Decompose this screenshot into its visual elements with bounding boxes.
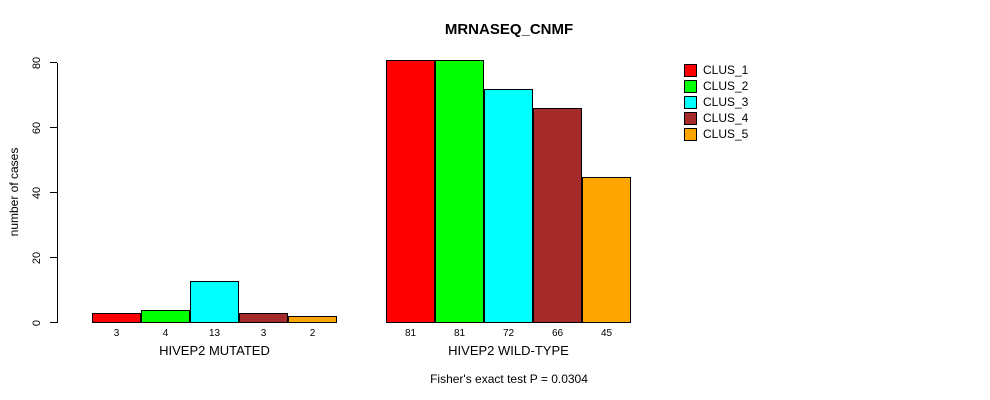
bar-CLUS_3-group1 — [190, 281, 239, 323]
bar-CLUS_2-group1 — [141, 310, 190, 323]
caption: Fisher's exact test P = 0.0304 — [430, 372, 588, 386]
legend-swatch — [684, 79, 697, 93]
y-axis-tick — [50, 127, 57, 128]
legend-swatch — [684, 63, 697, 77]
y-axis-tick-label: 0 — [31, 319, 43, 327]
legend-label: CLUS_3 — [703, 95, 749, 109]
bar-CLUS_4-group1 — [239, 313, 288, 323]
y-axis-tick-label: 20 — [31, 251, 43, 265]
legend-item-CLUS_2: CLUS_2 — [684, 78, 748, 94]
y-axis-label: number of cases — [7, 147, 21, 237]
y-axis-tick-label: 80 — [31, 56, 43, 70]
legend-label: CLUS_5 — [703, 127, 749, 141]
bar-value-label: 45 — [600, 328, 613, 339]
bar-value-label: 81 — [453, 328, 466, 339]
bar-CLUS_2-group2 — [435, 60, 484, 323]
bar-CLUS_3-group2 — [484, 89, 533, 323]
legend-item-CLUS_5: CLUS_5 — [684, 126, 748, 142]
legend-item-CLUS_3: CLUS_3 — [684, 94, 748, 110]
bar-CLUS_5-group1 — [288, 316, 337, 323]
group-label: HIVEP2 MUTATED — [159, 343, 270, 358]
legend-item-CLUS_4: CLUS_4 — [684, 110, 748, 126]
bar-value-label: 72 — [502, 328, 515, 339]
legend-label: CLUS_2 — [703, 79, 749, 93]
y-axis-line — [57, 63, 58, 323]
y-axis-tick-label: 60 — [31, 121, 43, 135]
bar-value-label: 66 — [551, 328, 564, 339]
y-axis-tick — [50, 322, 57, 323]
legend-swatch — [684, 111, 697, 125]
bar-CLUS_1-group1 — [92, 313, 141, 323]
bar-value-label: 81 — [404, 328, 417, 339]
chart-title: MRNASEQ_CNMF — [444, 21, 574, 38]
bar-value-label: 4 — [162, 328, 169, 339]
bar-value-label: 3 — [113, 328, 120, 339]
y-axis-tick — [50, 192, 57, 193]
group-label: HIVEP2 WILD-TYPE — [448, 343, 569, 358]
bar-CLUS_4-group2 — [533, 108, 582, 323]
y-axis-tick — [50, 257, 57, 258]
bar-value-label: 13 — [208, 328, 221, 339]
legend-swatch — [684, 95, 697, 109]
bar-value-label: 3 — [260, 328, 267, 339]
legend-label: CLUS_4 — [703, 111, 749, 125]
y-axis-tick — [50, 62, 57, 63]
bar-CLUS_1-group2 — [386, 60, 435, 323]
legend-swatch — [684, 127, 697, 141]
y-axis-tick-label: 40 — [31, 186, 43, 200]
bar-CLUS_5-group2 — [582, 177, 631, 323]
bar-value-label: 2 — [309, 328, 316, 339]
legend-item-CLUS_1: CLUS_1 — [684, 62, 748, 78]
legend: CLUS_1 CLUS_2 CLUS_3 CLUS_4 CLUS_5 — [684, 62, 748, 142]
legend-label: CLUS_1 — [703, 63, 749, 77]
